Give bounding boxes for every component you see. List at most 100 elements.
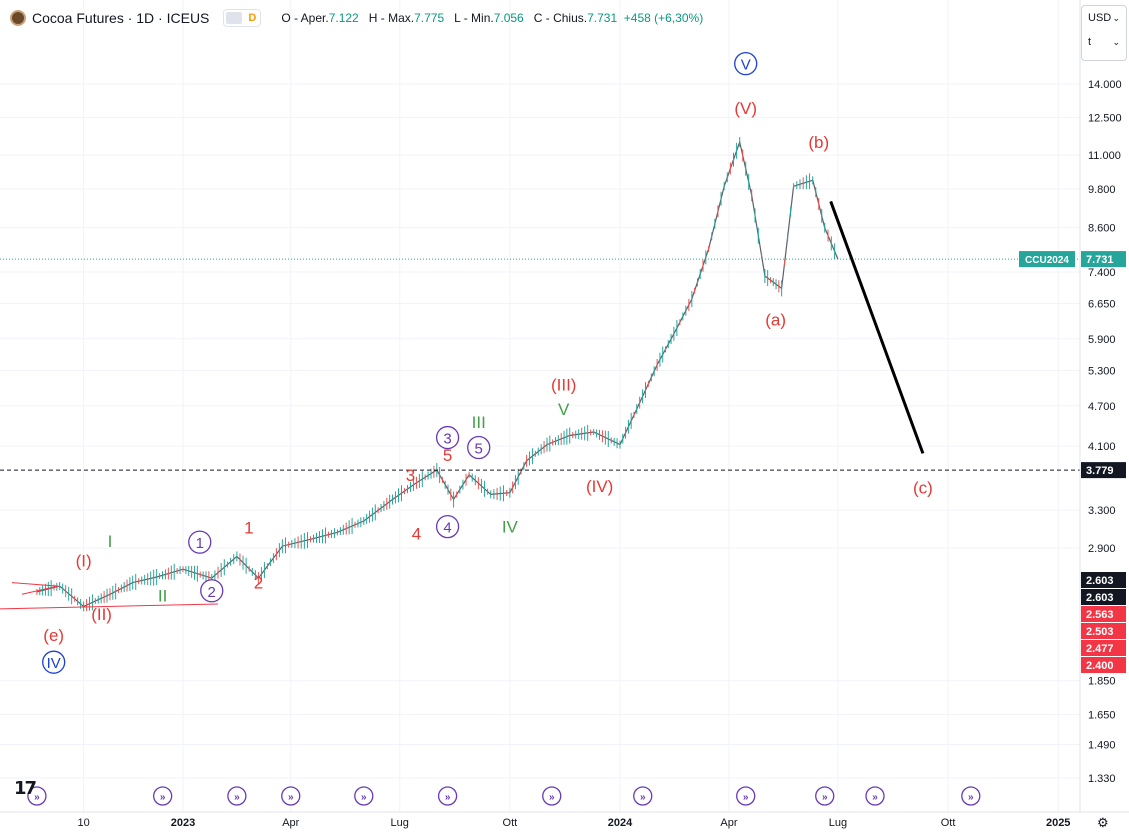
y-tick-label: 1.650 <box>1088 709 1116 721</box>
currency-label: USD <box>1088 12 1112 24</box>
wave-label-circle <box>435 425 460 450</box>
y-tick-label: 14.000 <box>1088 79 1122 91</box>
event-marker-icon[interactable] <box>354 786 374 806</box>
wave-label: IV <box>47 655 61 672</box>
price-tag-bg <box>1081 572 1126 588</box>
support-label-bg <box>1081 462 1126 479</box>
event-marker-icon[interactable] <box>227 786 247 806</box>
last-price-label: 7.731 <box>1086 254 1114 266</box>
y-tick-label: 6.650 <box>1088 298 1116 310</box>
last-price-label-bg <box>1081 251 1126 268</box>
wave-label: 1 <box>244 519 253 538</box>
wave-label: I <box>108 532 113 551</box>
event-marker-icon[interactable] <box>27 786 47 806</box>
wave-label-circle <box>188 530 212 554</box>
open-label: O - Aper. <box>281 11 329 25</box>
wave-label: (IV) <box>586 477 613 496</box>
high-value: 7.775 <box>414 11 445 25</box>
y-tick-label: 1.330 <box>1088 773 1116 785</box>
price-axis[interactable]: 14.000 12.500 11.000 9.800 8.600 7.400 6.650 5.… <box>1079 0 1126 812</box>
unit-label: t <box>1088 36 1092 48</box>
event-marker-icon[interactable] <box>542 786 562 806</box>
wave-label: 5 <box>443 446 452 465</box>
high-label: H - Max. <box>368 11 415 25</box>
unit-select[interactable]: t ⌄ <box>1082 30 1126 54</box>
time-axis[interactable]: 10 2023 Apr Lug Ott 2024 Apr Lug Ott 2025 » » » » » » » »… <box>0 786 1129 829</box>
y-tick-label: 8.600 <box>1088 223 1116 235</box>
event-marker-icon[interactable] <box>281 786 301 806</box>
chevron-down-icon: ⌄ <box>1112 37 1120 47</box>
price-tag-label: 2.603 <box>1086 592 1114 604</box>
wave-label: (III) <box>551 376 577 395</box>
grid <box>0 0 1080 812</box>
x-tick-label: Apr <box>282 817 299 829</box>
y-tick-label: 11.000 <box>1088 150 1121 162</box>
low-label: L - Min. <box>454 11 494 25</box>
y-tick-label: 7.400 <box>1088 267 1116 279</box>
currency-unit-selector[interactable]: USD ⌄ t ⌄ <box>1081 5 1127 61</box>
event-marker-glyph: » <box>234 792 240 803</box>
y-tick-label: 5.300 <box>1088 365 1116 377</box>
event-marker-icon[interactable] <box>633 786 653 806</box>
wave-label-circle <box>734 52 758 76</box>
wave-label: 3 <box>443 431 451 448</box>
price-tag-bg <box>1081 657 1126 673</box>
event-marker-glyph: » <box>34 792 40 803</box>
symbol-title[interactable]: Cocoa Futures · 1D · ICEUS <box>32 10 210 26</box>
event-marker-glyph: » <box>872 792 878 803</box>
indicator-toggle[interactable]: D <box>223 9 262 27</box>
chart-header: Cocoa Futures · 1D · ICEUS D O - Aper.7.… <box>0 0 1080 36</box>
wave-label-circle <box>435 514 460 539</box>
wave-label: IV <box>502 518 519 537</box>
event-marker-glyph: » <box>288 792 294 803</box>
wave-label: (c) <box>913 479 933 498</box>
currency-select[interactable]: USD ⌄ <box>1082 6 1126 30</box>
event-marker-icon[interactable] <box>736 786 756 806</box>
gear-icon[interactable]: ⚙ <box>1097 815 1109 830</box>
event-marker-icon[interactable] <box>437 786 458 806</box>
event-marker-icon[interactable] <box>961 786 981 806</box>
y-tick-label: 2.900 <box>1088 543 1116 555</box>
close-value: 7.731 <box>587 11 618 25</box>
event-marker-glyph: » <box>822 792 828 803</box>
event-marker-icon[interactable] <box>865 786 885 806</box>
wave-label: (b) <box>808 133 829 152</box>
wave-label: 4 <box>443 520 451 537</box>
price-tag-label: 2.477 <box>1086 643 1114 655</box>
wave-label: 1 <box>196 535 204 552</box>
y-tick-label: 4.100 <box>1088 441 1116 453</box>
tradingview-logo-icon[interactable]: 17 <box>14 778 37 799</box>
event-marker-glyph: » <box>160 792 166 803</box>
wave-label: III <box>472 413 486 432</box>
close-label: C - Chius. <box>533 11 588 25</box>
event-marker-icon[interactable] <box>815 786 835 806</box>
symbol-price-tag <box>1019 251 1075 268</box>
y-tick-label: 3.300 <box>1088 505 1116 517</box>
event-marker-glyph: » <box>968 792 974 803</box>
y-tick-label: 1.850 <box>1088 676 1116 688</box>
y-tick-label: 5.900 <box>1088 334 1116 346</box>
wave-label: (I) <box>76 552 92 571</box>
price-tag-bg <box>1081 606 1126 622</box>
price-tag-bg <box>1081 623 1126 639</box>
wave-label: 2 <box>254 574 263 593</box>
x-tick-label: Lug <box>829 817 847 829</box>
price-tag-bg <box>1081 589 1126 605</box>
eye-icon[interactable] <box>226 12 243 24</box>
projection-line <box>829 200 925 454</box>
event-marker-glyph: » <box>549 792 555 803</box>
wave-label: 5 <box>475 441 483 458</box>
event-marker-icon[interactable] <box>152 786 173 806</box>
wave-label: V <box>558 400 570 419</box>
event-marker-glyph: » <box>361 792 367 803</box>
x-tick-label: Ott <box>941 817 956 829</box>
event-marker-glyph: » <box>445 792 451 803</box>
y-tick-label: 9.800 <box>1088 184 1116 196</box>
y-tick-label: 4.700 <box>1088 401 1116 413</box>
wave-label: (II) <box>91 605 112 624</box>
wave-label-circle <box>200 579 224 603</box>
x-tick-label: 2024 <box>608 817 633 829</box>
price-tag-label: 2.400 <box>1086 660 1114 672</box>
open-value: 7.122 <box>328 11 359 25</box>
